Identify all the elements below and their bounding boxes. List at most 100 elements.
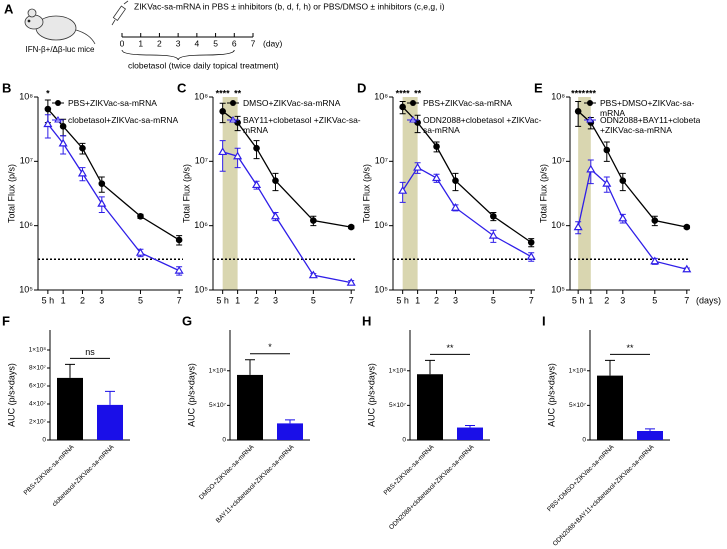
y-tick-label: 1×10⁸ xyxy=(209,367,227,374)
x-tick-label: BAY11+clobetasol+ZIKVac-sa-mRNA xyxy=(215,443,296,524)
brace xyxy=(121,49,235,61)
timeline-label: 0 xyxy=(120,38,125,48)
y-tick-label: 10⁸ xyxy=(551,91,565,101)
error-bar xyxy=(105,390,115,405)
y-tick-label: 1×10⁸ xyxy=(29,347,47,354)
data-point xyxy=(174,265,184,274)
data-point xyxy=(414,119,421,126)
data-point xyxy=(586,164,596,173)
data-point xyxy=(43,119,53,128)
data-point xyxy=(398,185,408,194)
data-point xyxy=(399,103,406,111)
x-tick-label: PBS+DMSO+ZIKVac-sa-mRNA xyxy=(546,443,616,513)
y-tick-label: 0 xyxy=(582,437,586,444)
data-point xyxy=(347,223,355,231)
significance-label: ns xyxy=(85,347,95,357)
significance-label: ** xyxy=(414,88,422,98)
x-axis-label: (days) xyxy=(696,295,721,305)
timeline-label: 4 xyxy=(194,38,199,48)
data-point xyxy=(574,107,582,115)
y-tick-label: 10⁷ xyxy=(375,156,388,166)
data-point xyxy=(683,223,691,231)
significance-label: **** xyxy=(396,88,411,98)
timeline-label: 1 xyxy=(138,38,143,48)
x-tick-label: 3 xyxy=(99,295,104,305)
data-point xyxy=(602,178,612,187)
y-axis-label: Total Flux (p/s) xyxy=(6,164,16,223)
data-point xyxy=(432,173,442,182)
legend-label: clobetasol+ZIKVac-sa-mRNA xyxy=(68,115,179,125)
y-tick-label: 1×10⁸ xyxy=(569,367,587,374)
timeline: 0 1 2 3 4 5 6 7 (day) xyxy=(120,33,283,61)
timeline-unit: (day) xyxy=(263,38,283,48)
x-tick-label: 5 h xyxy=(216,295,229,305)
y-tick-label: 10⁵ xyxy=(194,284,208,294)
x-tick-label: 5 h xyxy=(572,295,585,305)
timeline-label: 5 xyxy=(213,38,218,48)
data-point xyxy=(619,177,627,184)
data-point xyxy=(44,105,52,113)
bar xyxy=(97,404,123,440)
panel-letter: D xyxy=(357,80,366,95)
legend-label: DMSO+ZIKVac-sa-mRNA xyxy=(243,98,341,108)
y-tick-label: 10⁷ xyxy=(195,156,208,166)
y-tick-label: 1×10⁸ xyxy=(389,367,407,374)
bar xyxy=(417,374,443,440)
series-line xyxy=(222,151,352,284)
x-tick-label: 3 xyxy=(620,295,625,305)
data-point xyxy=(450,203,461,211)
data-point xyxy=(603,146,611,154)
y-tick-label: 10⁵ xyxy=(19,284,33,294)
panel-letter: H xyxy=(362,313,371,328)
data-point xyxy=(135,248,146,256)
y-tick-label: 10⁸ xyxy=(194,91,208,101)
x-tick-label: 2 xyxy=(80,295,85,305)
error-bar xyxy=(245,359,255,375)
y-tick-label: 6×10⁷ xyxy=(29,383,47,390)
x-tick-label: 3 xyxy=(453,295,458,305)
data-point xyxy=(682,264,692,273)
panel-letter: I xyxy=(542,313,546,328)
y-axis-label: Total Flux (p/s) xyxy=(181,164,191,223)
x-tick-label: 7 xyxy=(349,295,354,305)
significance-label: **** xyxy=(216,88,231,98)
x-tick-label: 5 xyxy=(652,295,657,305)
data-point xyxy=(77,168,88,177)
timeline-label: 6 xyxy=(232,38,237,48)
x-tick-label: 2 xyxy=(604,295,609,305)
timeline-label: 7 xyxy=(251,38,256,48)
significance-label: * xyxy=(46,88,50,98)
data-point xyxy=(59,123,67,130)
y-tick-label: 0 xyxy=(402,437,406,444)
error-bar xyxy=(219,140,226,172)
data-point xyxy=(527,239,535,246)
significance-label: * xyxy=(268,342,272,352)
data-point xyxy=(310,217,317,224)
x-tick-label: 5 xyxy=(311,295,316,305)
data-point xyxy=(218,147,228,156)
data-point xyxy=(488,230,498,239)
panel-letter: F xyxy=(2,313,10,328)
bar xyxy=(237,374,263,440)
y-tick-label: 10⁷ xyxy=(20,156,33,166)
bar xyxy=(637,431,663,440)
y-tick-label: 10⁶ xyxy=(551,220,565,230)
bar xyxy=(57,377,83,440)
x-tick-label: 1 xyxy=(235,295,240,305)
data-point xyxy=(346,277,356,286)
mouse-label: IFN-β+/Δβ-luc mice xyxy=(26,45,96,54)
y-tick-label: 10⁶ xyxy=(194,220,208,230)
bar xyxy=(457,427,483,440)
error-bar xyxy=(645,428,655,431)
significance-label: ** xyxy=(446,343,454,353)
timeline-label: 3 xyxy=(176,38,181,48)
timeline-label: 2 xyxy=(157,38,162,48)
x-tick-label: 7 xyxy=(529,295,534,305)
bar xyxy=(277,423,303,440)
x-tick-label: 1 xyxy=(588,295,593,305)
y-tick-label: 5×10⁷ xyxy=(209,402,227,409)
error-bar xyxy=(605,359,615,376)
shaded-region xyxy=(402,97,418,290)
x-tick-label: 5 h xyxy=(42,295,55,305)
